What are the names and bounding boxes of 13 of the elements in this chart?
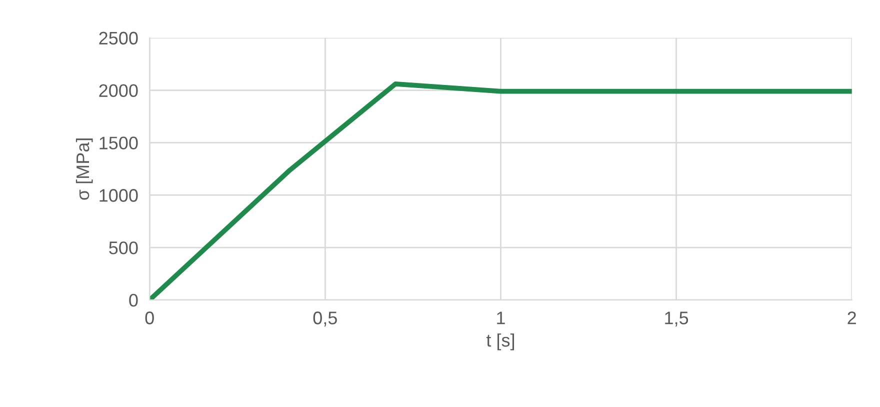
y-tick-label: 2500 bbox=[99, 32, 138, 45]
x-axis-title: t [s] bbox=[486, 333, 514, 350]
y-tick-label: 2000 bbox=[99, 84, 138, 97]
y-tick-label: 500 bbox=[109, 241, 138, 254]
y-tick-label: 1500 bbox=[100, 136, 138, 150]
y-axis-title: σ [MPa] bbox=[76, 138, 93, 200]
y-tick-label: 1000 bbox=[100, 189, 138, 202]
x-tick-label: 2 bbox=[848, 312, 856, 324]
x-tick-label: 0,5 bbox=[313, 312, 337, 326]
x-tick-label: 1 bbox=[497, 312, 505, 324]
y-tick-label: 0 bbox=[129, 294, 138, 307]
x-tick-label: 1,5 bbox=[665, 312, 688, 326]
x-tick-label: 0 bbox=[145, 312, 154, 324]
